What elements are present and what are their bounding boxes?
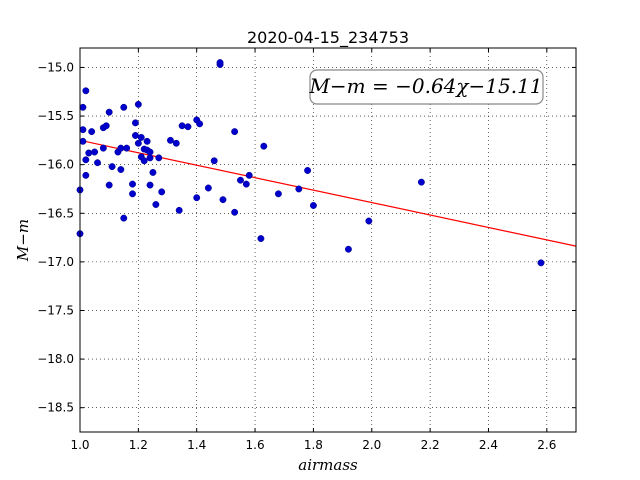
- data-point: [309, 202, 317, 209]
- data-point: [210, 157, 218, 165]
- data-point: [417, 178, 425, 186]
- data-point: [274, 190, 282, 198]
- data-point: [120, 103, 128, 111]
- y-axis-label: M−m: [14, 219, 32, 262]
- data-point: [178, 122, 186, 130]
- x-tick-label: 1.8: [304, 438, 323, 452]
- y-tick-label: −18.5: [37, 401, 74, 415]
- data-point: [120, 214, 128, 222]
- data-point: [105, 181, 113, 189]
- data-point: [117, 166, 125, 173]
- data-point: [123, 144, 131, 152]
- data-point: [85, 149, 93, 157]
- data-point: [134, 100, 142, 108]
- data-point: [134, 139, 142, 147]
- data-point: [140, 157, 148, 165]
- equation-annotation: M−m = −0.64χ−15.11: [308, 69, 544, 105]
- data-point: [79, 103, 87, 111]
- x-tick-label: 2.4: [479, 438, 498, 452]
- data-point: [193, 194, 201, 202]
- fit-line: [85, 141, 577, 247]
- data-point: [295, 185, 303, 193]
- data-point: [304, 167, 312, 174]
- data-point: [102, 122, 110, 130]
- axis-ticks: 1.0 1.2 1.4 1.6 1.8 2.0 2.2 2.4 2.6 −15.0 −15.5 −16…: [37, 48, 576, 452]
- y-tick-label: −15.5: [37, 109, 74, 123]
- data-point: [131, 132, 139, 139]
- data-point: [82, 156, 90, 164]
- data-point: [184, 123, 192, 131]
- data-point: [257, 235, 265, 242]
- data-point: [216, 59, 224, 67]
- data-point: [155, 154, 163, 162]
- y-tick-label: −18.0: [37, 352, 74, 366]
- data-point: [143, 137, 151, 145]
- data-point: [152, 201, 160, 208]
- data-point: [344, 245, 352, 253]
- data-point: [129, 180, 136, 188]
- y-tick-label: −16.0: [37, 158, 74, 172]
- data-points: [76, 59, 545, 267]
- data-point: [82, 87, 90, 95]
- data-point: [137, 133, 145, 141]
- data-point: [146, 154, 154, 162]
- data-point: [131, 119, 139, 127]
- data-point: [365, 217, 373, 225]
- data-point: [94, 159, 101, 167]
- data-point: [158, 188, 166, 196]
- x-axis-label: airmass: [298, 456, 358, 474]
- data-point: [175, 206, 183, 214]
- data-point: [99, 144, 107, 152]
- data-point: [149, 168, 157, 176]
- x-tick-label: 2.0: [362, 438, 381, 452]
- x-tick-label: 1.6: [246, 438, 265, 452]
- data-point: [166, 136, 174, 144]
- data-point: [79, 126, 87, 134]
- x-tick-label: 1.0: [70, 438, 89, 452]
- data-point: [237, 176, 244, 184]
- y-tick-label: −17.5: [37, 303, 74, 317]
- data-point: [231, 208, 239, 216]
- data-point: [245, 171, 253, 179]
- y-tick-label: −15.0: [37, 60, 74, 74]
- data-point: [129, 190, 136, 198]
- data-point: [196, 120, 204, 128]
- data-point: [91, 148, 99, 156]
- plot-frame: [79, 47, 577, 433]
- data-point: [231, 128, 239, 136]
- data-point: [204, 184, 212, 192]
- y-tick-label: −16.5: [37, 206, 74, 220]
- data-point: [88, 128, 96, 136]
- y-tick-label: −17.0: [37, 255, 74, 269]
- data-point: [172, 139, 180, 147]
- data-point: [219, 196, 227, 204]
- x-tick-label: 2.6: [537, 438, 556, 452]
- x-tick-label: 2.2: [421, 438, 440, 452]
- data-point: [79, 137, 87, 145]
- data-point: [82, 171, 90, 179]
- data-point: [146, 181, 154, 189]
- annotation-box: [309, 69, 544, 105]
- data-point: [242, 180, 250, 188]
- data-point: [537, 259, 545, 267]
- data-point: [108, 163, 116, 171]
- x-tick-label: 1.2: [129, 438, 148, 452]
- annotation-text: M−m = −0.64χ−15.11: [308, 74, 542, 98]
- grid-lines: [79, 48, 576, 432]
- data-point: [117, 144, 125, 152]
- data-point: [260, 142, 268, 150]
- chart-title: 2020-04-15_234753: [247, 28, 409, 48]
- data-point: [105, 108, 113, 116]
- data-point: [146, 148, 154, 156]
- x-tick-label: 1.4: [187, 438, 206, 452]
